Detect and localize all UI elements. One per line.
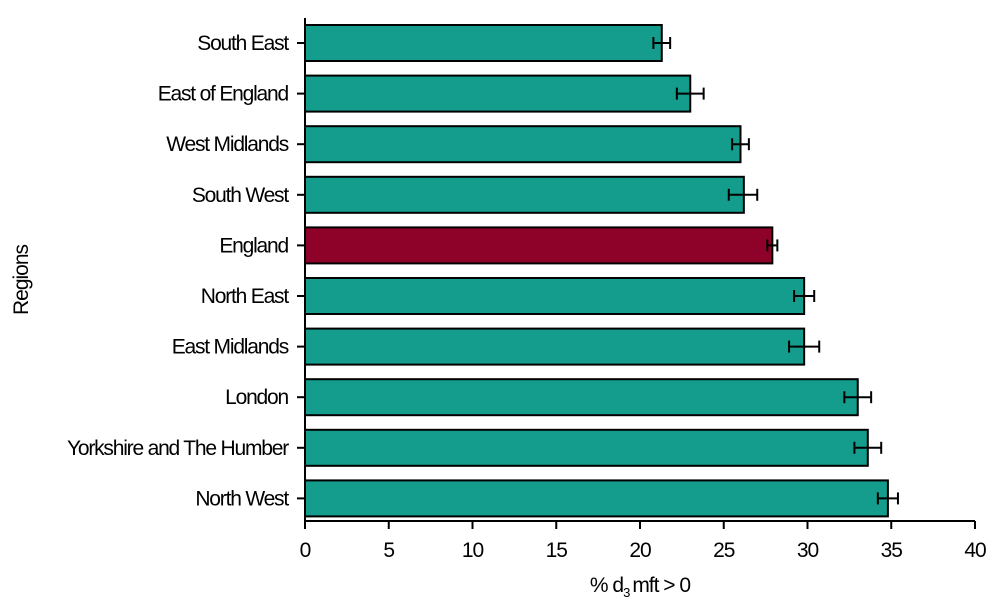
x-tick-label-40: 40 [964,539,986,562]
category-label-england: England [219,234,288,257]
error-bar-west-midlands [731,138,750,151]
x-axis-title-rest: mft > 0 [632,574,690,597]
bar-north-east [304,277,806,315]
category-label-south-west: South West [192,184,290,207]
x-tick-label-15: 15 [546,539,568,562]
x-axis-title: % d3 mft > 0 [590,574,691,600]
error-bar-east-midlands [788,340,821,353]
category-label-west-midlands: West Midlands [166,133,288,156]
x-tick-label-25: 25 [713,539,735,562]
x-tick-label-30: 30 [797,539,819,562]
bar-east-midlands [304,327,806,366]
error-bar-north-east [793,290,816,302]
x-axis-title-main: % d [590,574,624,597]
bar-england [304,226,774,265]
category-label-east-of-england: East of England [158,83,289,106]
category-labels-layer: South East East of England West Midlands So… [67,32,291,510]
x-tick-label-5: 5 [383,539,394,562]
error-bar-north-west [876,492,899,505]
category-label-north-west: North West [195,487,289,510]
bar-west-midlands [304,125,742,164]
x-tick-label-35: 35 [881,539,903,562]
category-label-north-east: North East [201,285,290,308]
y-axis-title: Regions [10,244,33,315]
x-tick-label-0: 0 [300,539,311,562]
category-label-east-midlands: East Midlands [172,336,289,359]
error-bars-layer [652,37,899,505]
error-bar-yorkshire-and-the-humber [853,441,883,454]
error-bar-england [766,239,779,252]
axes-layer [297,18,976,529]
error-bar-east-of-england [675,87,705,100]
error-bar-south-east [652,37,672,49]
x-tick-label-10: 10 [462,539,484,562]
category-label-london: London [225,386,288,409]
error-bar-london [843,391,873,404]
bar-london [304,378,859,417]
bar-yorkshire-and-the-humber [304,428,869,467]
x-tick-label-20: 20 [629,539,651,562]
bar-south-west [304,175,745,214]
bar-south-east [304,24,663,62]
category-label-yorkshire-and-the-humber: Yorkshire and The Humber [67,437,289,460]
x-tick-labels-layer: 0 5 10 15 20 25 30 35 40 [300,539,987,562]
error-bar-south-west [727,188,759,201]
bar-east-of-england [304,74,692,113]
bars-layer [304,24,889,518]
category-label-south-east: South East [197,32,289,55]
bar-north-west [304,479,889,518]
x-axis-title-subscript: 3 [623,585,630,600]
